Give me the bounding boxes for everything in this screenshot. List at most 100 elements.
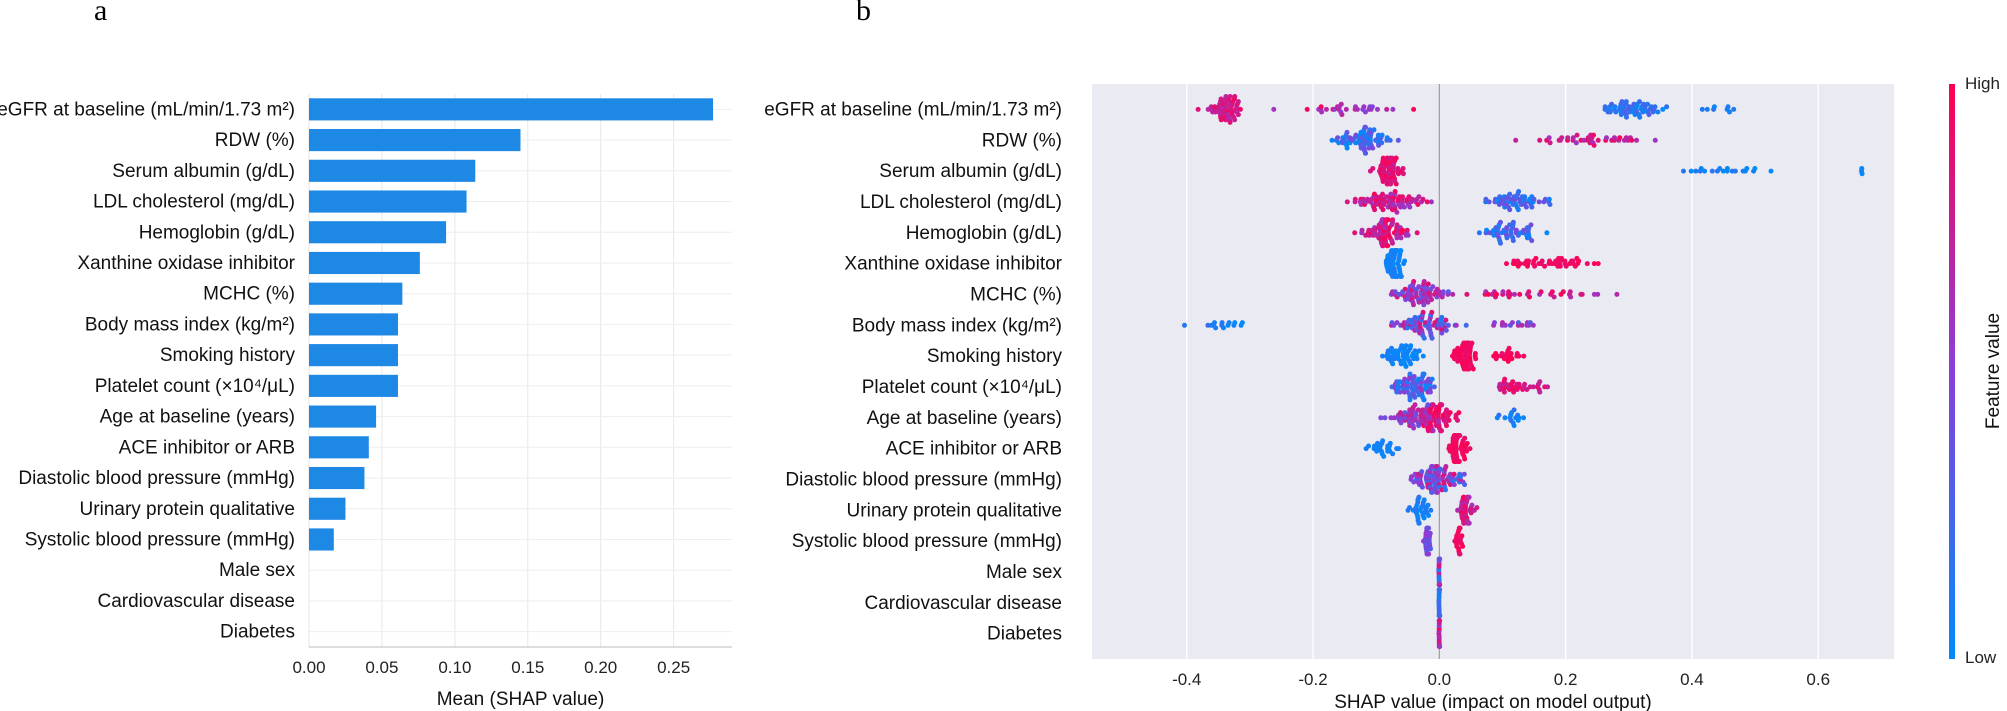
beeswarm-dot [1401, 204, 1407, 210]
beeswarm-dot [1502, 376, 1508, 382]
beeswarm-dot [1390, 106, 1396, 112]
beeswarm-dot [1375, 106, 1380, 112]
beeswarm-dot [1507, 291, 1513, 297]
beeswarm-dot [1430, 402, 1436, 408]
beeswarm-category-label: Age at baseline (years) [867, 408, 1062, 429]
beeswarm-dot [1612, 135, 1617, 141]
beeswarm-dot [1421, 371, 1427, 377]
beeswarm-dot [1511, 389, 1517, 395]
beeswarm-dot [1344, 199, 1350, 205]
beeswarm-dot [1494, 291, 1499, 297]
bar-category-label: Age at baseline (years) [100, 407, 295, 428]
beeswarm-dot [1505, 358, 1511, 364]
beeswarm-dot [1218, 117, 1224, 123]
beeswarm-row-platelet-count-10-l [1389, 371, 1550, 403]
beeswarm-dot [1486, 199, 1492, 205]
beeswarm-dot [1637, 114, 1643, 120]
beeswarm-dot [1504, 235, 1510, 241]
beeswarm-x-tick-label: 0.4 [1680, 670, 1704, 689]
beeswarm-dot [1402, 286, 1408, 292]
beeswarm-dot [1235, 99, 1241, 105]
bar-diastolic-blood-pressure-mmhg [309, 466, 365, 490]
beeswarm-dot [1411, 302, 1416, 308]
beeswarm-dot [1513, 227, 1519, 233]
beeswarm-dot [1699, 106, 1705, 112]
beeswarm-dot [1335, 135, 1341, 141]
beeswarm-dot [1416, 494, 1422, 500]
beeswarm-dot [1612, 104, 1618, 110]
beeswarm-dot [1227, 119, 1233, 125]
beeswarm-dot [1394, 320, 1400, 326]
beeswarm-dot [1363, 124, 1368, 130]
beeswarm-dot [1457, 551, 1463, 557]
beeswarm-dot [1352, 196, 1358, 202]
beeswarm-dot [1380, 438, 1386, 444]
beeswarm-dot [1429, 335, 1435, 341]
beeswarm-dot [1752, 166, 1758, 171]
beeswarm-dot [1388, 415, 1394, 421]
beeswarm-dot [1457, 474, 1463, 480]
beeswarm-dot [1591, 261, 1597, 267]
beeswarm-dot [1562, 258, 1568, 264]
bar-platelet-count-10-l [309, 374, 398, 397]
beeswarm-dot [1380, 191, 1385, 197]
beeswarm-dot [1462, 482, 1468, 488]
beeswarm-dot [1235, 112, 1241, 118]
bar-xanthine-oxidase-inhibitor [309, 251, 420, 275]
beeswarm-dot [1502, 322, 1508, 328]
beeswarm-dot [1559, 255, 1564, 261]
colorbar-title: Feature value [1983, 313, 2004, 429]
beeswarm-dot [1393, 181, 1399, 187]
colorbar-high-label: High [1965, 74, 2000, 93]
beeswarm-dot [1517, 291, 1523, 297]
beeswarm-dot [1557, 263, 1563, 269]
beeswarm-dot [1359, 227, 1365, 233]
bar-category-label: LDL cholesterol (mg/dL) [93, 192, 295, 213]
beeswarm-dot [1607, 109, 1613, 115]
bar-category-label: Diastolic blood pressure (mmHg) [18, 468, 295, 489]
beeswarm-dot [1563, 263, 1569, 269]
beeswarm-dot [1507, 191, 1513, 197]
beeswarm-row-smoking-history [1380, 340, 1527, 372]
beeswarm-dot [1370, 166, 1376, 171]
beeswarm-dot [1466, 494, 1472, 500]
beeswarm-dot [1567, 289, 1573, 295]
beeswarm-dot [1421, 335, 1427, 341]
beeswarm-dot [1724, 166, 1730, 171]
beeswarm-dot [1702, 168, 1708, 174]
beeswarm-dot [1536, 199, 1542, 205]
beeswarm-dot [1195, 106, 1201, 112]
beeswarm-category-label: Serum albumin (g/dL) [879, 161, 1062, 182]
beeswarm-dot [1440, 289, 1446, 295]
beeswarm-dot [1560, 289, 1566, 295]
beeswarm-dot [1237, 106, 1243, 112]
beeswarm-dot [1219, 320, 1225, 326]
beeswarm-dot [1344, 145, 1350, 151]
beeswarm-dot [1398, 235, 1404, 241]
beeswarm-dot [1523, 204, 1529, 210]
beeswarm-dot [1704, 106, 1710, 112]
bar-category-label: Hemoglobin (g/dL) [139, 222, 295, 243]
beeswarm-dot [1374, 202, 1380, 207]
beeswarm-dot [1443, 487, 1448, 493]
beeswarm-dot [1395, 137, 1401, 143]
beeswarm-category-label: LDL cholesterol (mg/dL) [860, 192, 1062, 213]
bar-chart: 0.00 0.05 0.10 0.15 0.20 0.25 eGFR at baseline… [0, 94, 732, 710]
colorbar-gradient [1949, 84, 1955, 659]
beeswarm-dot [1428, 507, 1434, 513]
bar-x-tick-label: 0.15 [511, 658, 544, 677]
beeswarm-dot [1407, 371, 1413, 377]
beeswarm-dot [1411, 374, 1417, 379]
beeswarm-dot [1652, 137, 1658, 143]
beeswarm-category-label: Hemoglobin (g/dL) [906, 223, 1062, 244]
beeswarm-dot [1623, 99, 1629, 105]
beeswarm-row-age-at-baseline-years [1378, 402, 1526, 434]
beeswarm-dot [1510, 238, 1516, 244]
beeswarm-dot [1428, 546, 1433, 552]
beeswarm-dot [1354, 106, 1360, 112]
beeswarm-dot [1271, 106, 1277, 112]
beeswarm-row-diastolic-blood-pressure-mmhg [1408, 464, 1468, 495]
beeswarm-dot [1416, 194, 1422, 200]
beeswarm-dot [1476, 230, 1482, 236]
beeswarm-dot [1584, 261, 1590, 267]
